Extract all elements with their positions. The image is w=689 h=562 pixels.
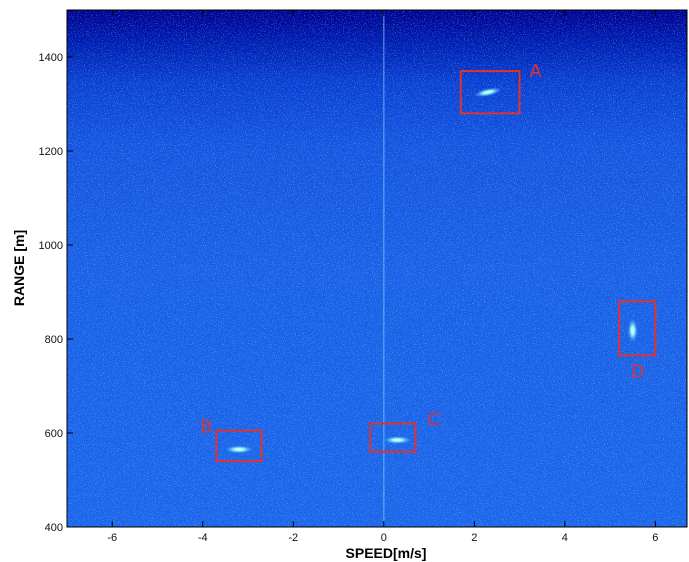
x-tick-label: -2 [288,532,298,544]
y-tick-label: 600 [45,428,63,440]
detection-blob-c [383,436,412,445]
y-tick-label: 1200 [39,146,63,158]
axis-ticks: -6 -4 -2 0 2 4 6 400 600 800 1000 1200 1400 [39,10,658,544]
x-tick-label: 6 [652,532,658,544]
x-tick-label: 0 [381,532,387,544]
detection-blob-d [627,318,638,343]
plot-frame [66,9,688,528]
y-tick-label: 1000 [39,240,63,252]
detection-label-a: A [530,61,542,81]
detection-box-b [215,429,263,463]
detections-layer: A B C D [200,61,657,463]
y-axis-title: RANGE [m] [11,230,27,306]
y-tick-label: 1400 [39,52,63,64]
detection-box-c [369,422,417,453]
x-tick-label: -4 [198,532,208,544]
x-tick-label: 4 [562,532,568,544]
detection-label-d: D [631,361,644,381]
x-tick-label: 2 [471,532,477,544]
detection-blob-a [474,87,502,98]
heatmap-noise [67,10,687,527]
detection-label-c: C [427,410,440,430]
x-tick-label: -6 [107,532,117,544]
detection-blob-b [224,445,253,454]
detection-label-b: B [200,417,212,437]
x-axis-title: SPEED[m/s] [346,545,427,561]
detection-box-d [618,300,657,357]
y-tick-label: 400 [45,522,63,534]
y-tick-label: 800 [45,334,63,346]
detection-box-a [459,70,521,115]
